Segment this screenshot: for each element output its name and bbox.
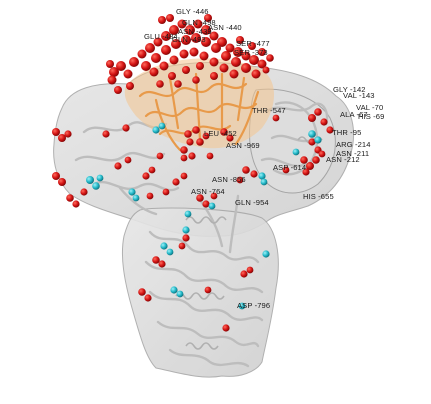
label-asn-764: ASN -764 (191, 187, 225, 196)
label-his-69: HIS -69 (358, 112, 385, 121)
label-asp-796: ASP -796 (237, 301, 271, 310)
label-asn-440: ASN -440 (208, 23, 242, 32)
label-glu-484: GLU -484 (144, 32, 178, 41)
label-val-70: VAL -70 (356, 103, 384, 112)
label-gln-493: GLN -493 (172, 35, 206, 44)
label-ala-67: ALA -67 (340, 110, 368, 119)
red-mutation-sites (52, 108, 334, 332)
label-leu-452: LEU -452 (204, 129, 237, 138)
label-ser-373: SER -373 (234, 48, 268, 57)
label-gln-498: GLN -498 (182, 18, 216, 27)
label-gln-954: GLN -954 (235, 198, 269, 207)
label-asp-614: ASP -614 (273, 163, 307, 172)
label-arg-214: ARG -214 (336, 140, 371, 149)
label-ser-477: SER -477 (236, 39, 270, 48)
label-asn-439: ASN -439 (178, 27, 212, 36)
label-asn-969: ASN -969 (226, 141, 260, 150)
label-asn-212: ASN -212 (326, 155, 360, 164)
rbd-mutation-cluster (106, 14, 274, 94)
label-asn-856: ASN -856 (212, 175, 246, 184)
ribbon-cartoon (74, 101, 329, 368)
label-his-655: HIS -655 (303, 192, 334, 201)
cyan-sites (86, 122, 322, 310)
label-thr-95: THR -95 (332, 128, 362, 137)
label-thr-547: THR -547 (252, 106, 286, 115)
label-val-143: VAL -143 (343, 91, 375, 100)
label-gly-446: GLY -446 (176, 7, 209, 16)
surface-stalk (121, 207, 279, 378)
label-gly-142: GLY -142 (333, 85, 366, 94)
label-asn-211: ASN -211 (336, 149, 370, 158)
